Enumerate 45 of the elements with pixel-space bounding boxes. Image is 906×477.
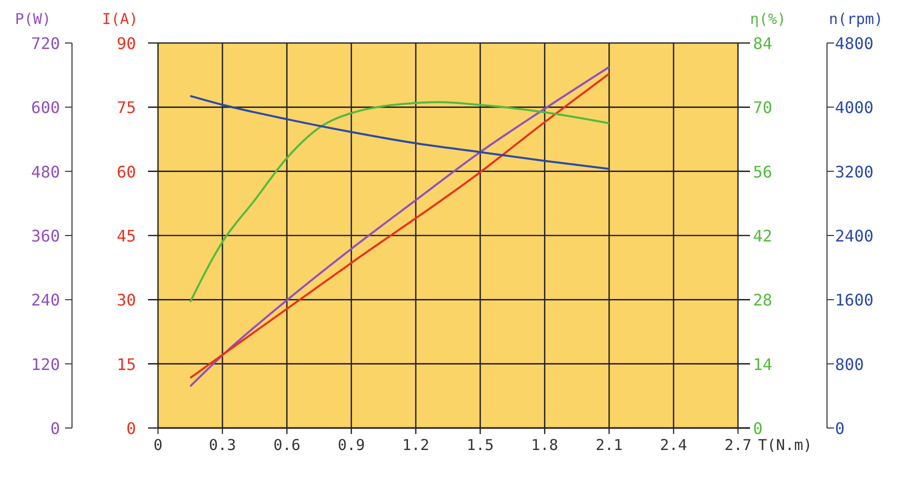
y-tick-label: 70 xyxy=(753,98,772,118)
y-tick-label: 28 xyxy=(753,290,772,310)
y-tick-label: 84 xyxy=(753,34,772,53)
y2-axis-title: I(A) xyxy=(102,10,138,28)
y2-tick-label: 4000 xyxy=(835,98,874,118)
y2-tick-label: 800 xyxy=(835,354,864,374)
x-tick-label: 1.2 xyxy=(402,436,430,454)
y-tick-label: 360 xyxy=(31,226,60,246)
y2-tick-label: 90 xyxy=(116,34,136,53)
y-tick-label: 0 xyxy=(753,419,763,438)
x-tick-label: 2.7 xyxy=(724,436,752,454)
y-tick-label: 0 xyxy=(50,419,60,438)
line-series xyxy=(189,94,610,170)
y-axis-title: η(%) xyxy=(750,10,786,28)
y2-tick-label: 1600 xyxy=(835,290,874,310)
x-tick-label: 0 xyxy=(153,436,163,454)
y2-tick-label: 3200 xyxy=(835,162,874,182)
x-tick-label: 2.4 xyxy=(660,436,688,454)
x-tick-label: 2.1 xyxy=(596,436,623,454)
y-tick-label: 720 xyxy=(31,34,60,53)
x-axis-title: T(N.m) xyxy=(758,436,812,454)
y2-tick-label: 2400 xyxy=(835,226,874,246)
x-tick-label: 1.5 xyxy=(466,436,494,454)
y2-axis-title: n(rpm) xyxy=(828,10,884,28)
y2-tick-label: 0 xyxy=(126,419,136,438)
line-series xyxy=(189,101,610,303)
y-axis-title: P(W) xyxy=(14,10,52,28)
y-tick-label: 120 xyxy=(31,354,60,374)
y2-tick-label: 0 xyxy=(835,419,845,438)
y2-tick-label: 45 xyxy=(116,226,136,246)
x-tick-label: 0.9 xyxy=(338,436,365,454)
y2-tick-label: 60 xyxy=(116,162,136,182)
y-tick-label: 240 xyxy=(31,290,60,310)
x-tick-label: 1.8 xyxy=(531,436,558,454)
y2-tick-label: 4800 xyxy=(835,34,874,53)
y2-tick-label: 75 xyxy=(116,98,136,118)
y-tick-label: 42 xyxy=(753,226,772,246)
y-tick-label: 480 xyxy=(31,162,60,182)
x-tick-label: 0.6 xyxy=(273,436,300,454)
y2-tick-label: 30 xyxy=(116,290,136,310)
y-tick-label: 600 xyxy=(31,98,60,118)
y-tick-label: 14 xyxy=(753,354,772,374)
y-tick-label: 56 xyxy=(753,162,772,182)
x-tick-label: 0.3 xyxy=(208,436,236,454)
y2-tick-label: 15 xyxy=(116,354,136,374)
